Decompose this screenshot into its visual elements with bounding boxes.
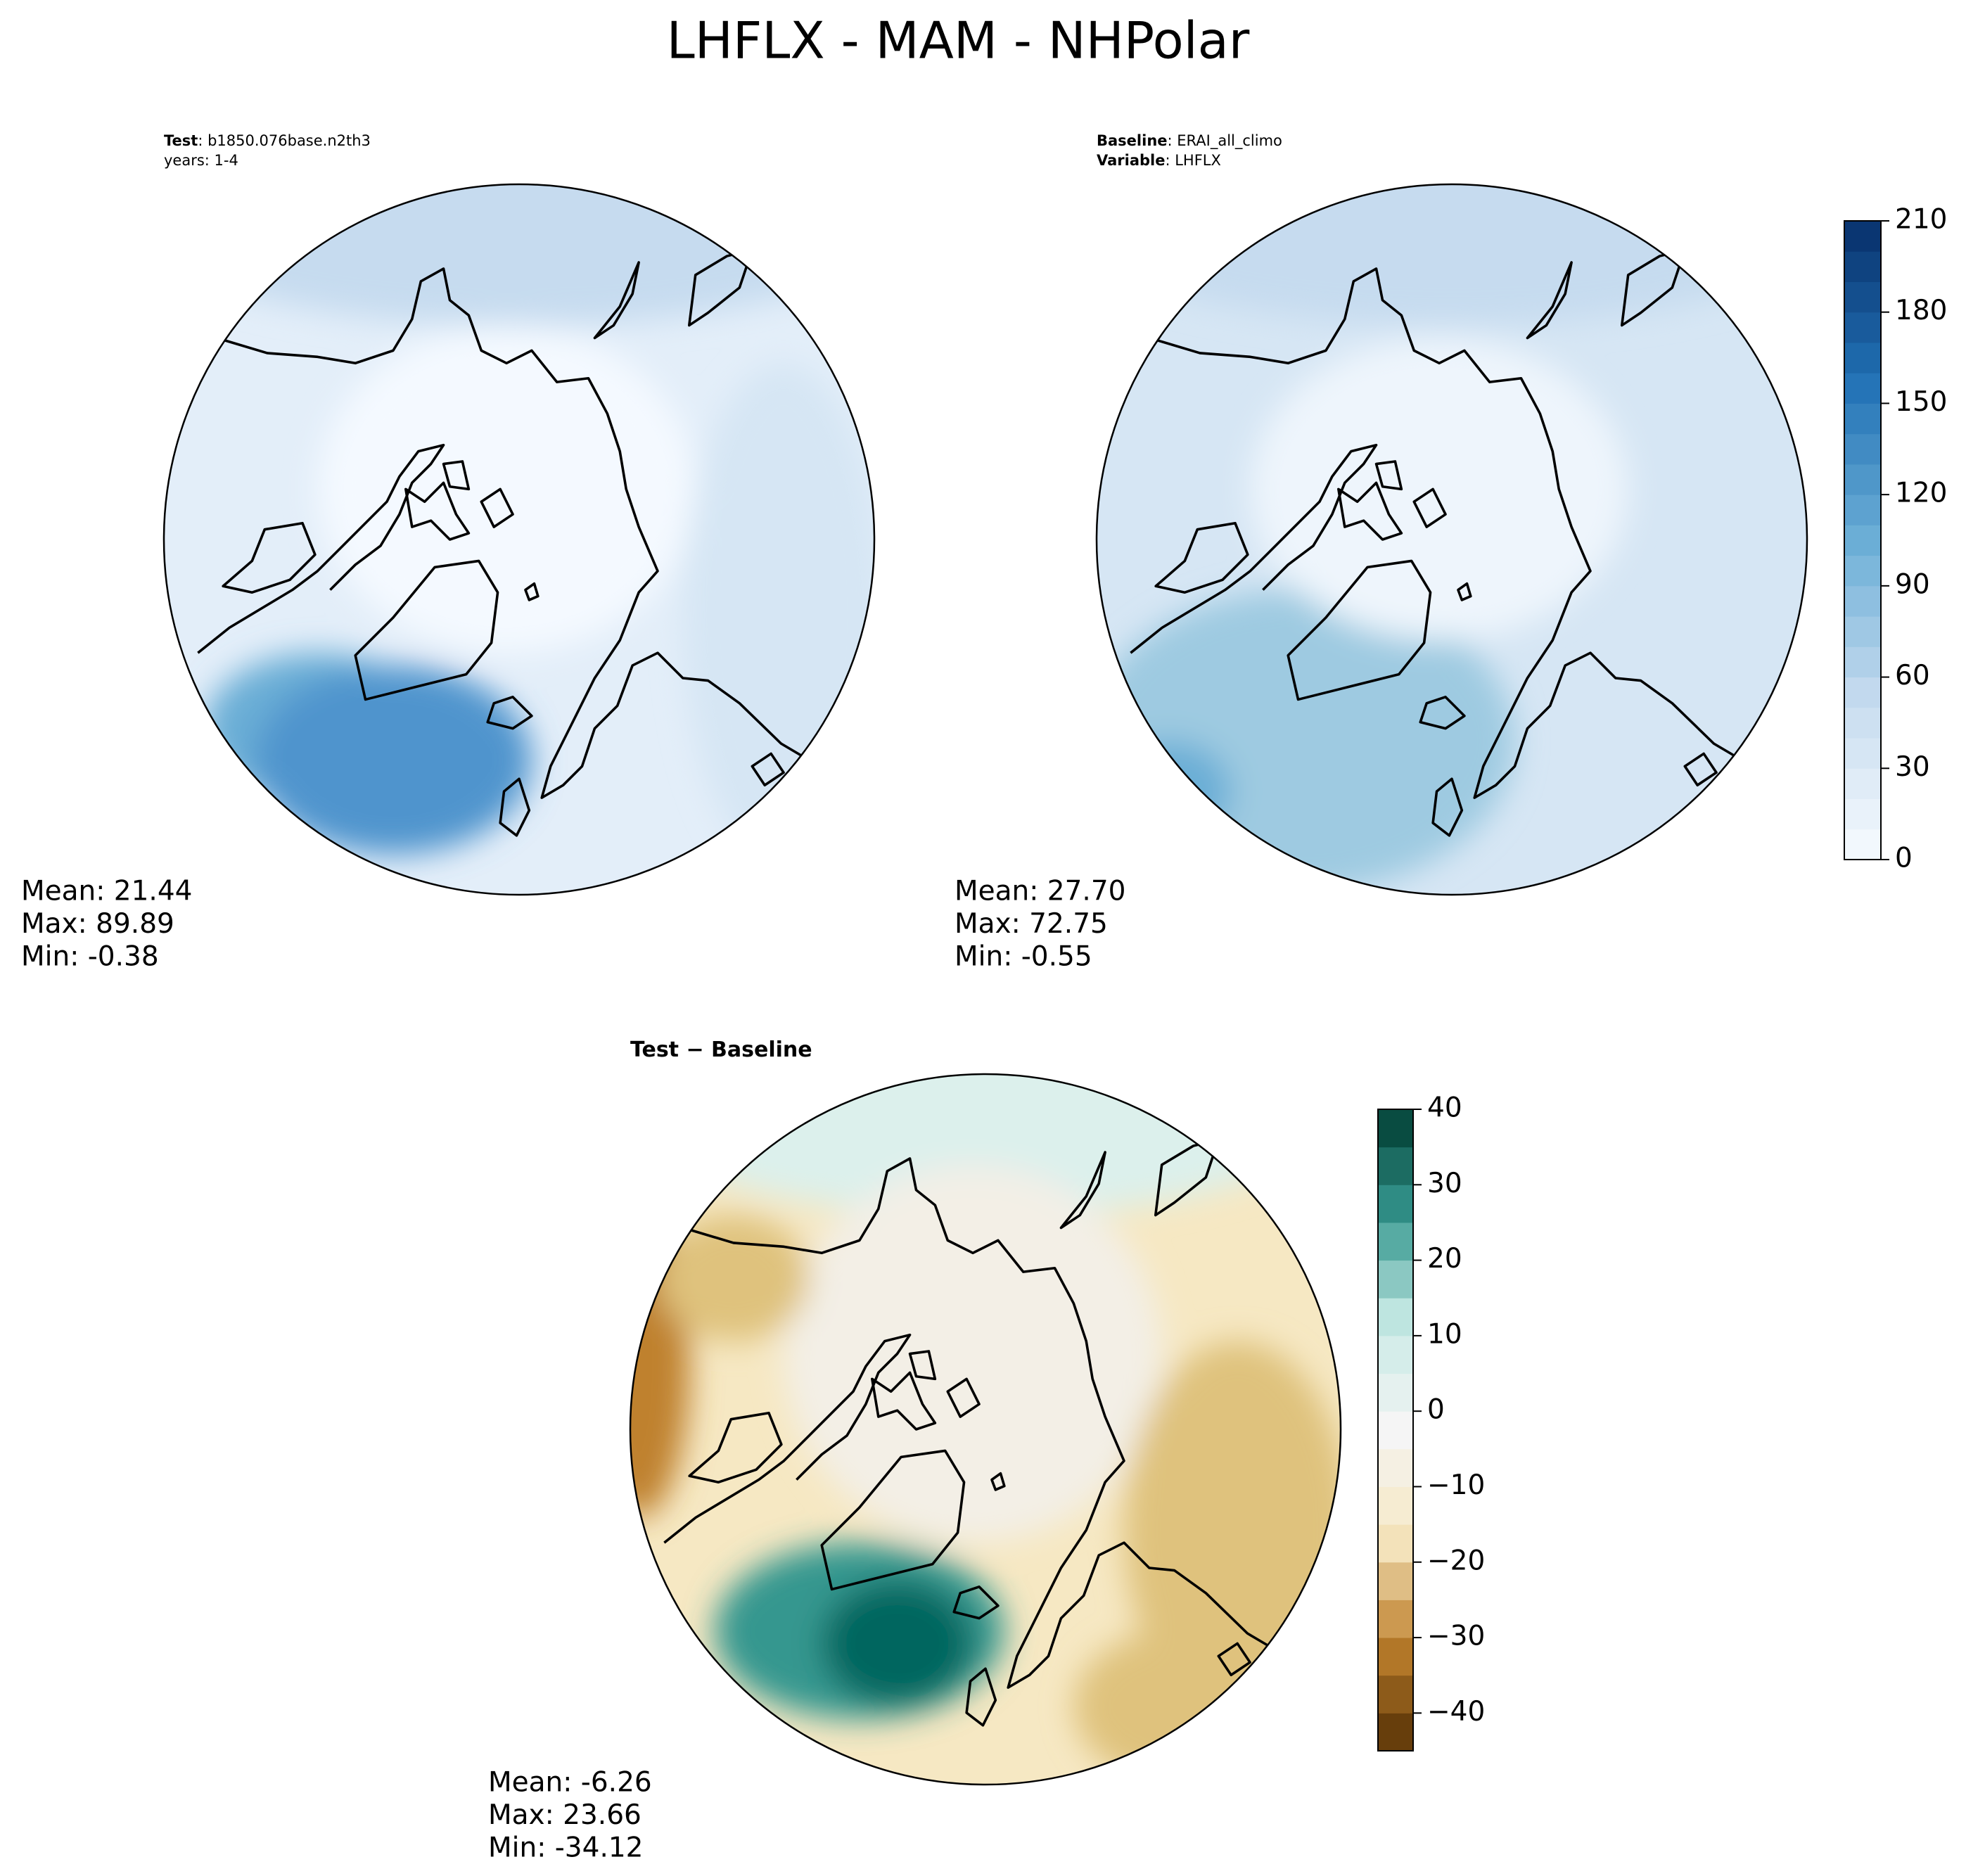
colorbar-band — [1844, 373, 1881, 404]
colorbar-tick-label: −20 — [1427, 1545, 1485, 1576]
colorbar-band — [1378, 1373, 1413, 1412]
colorbar-band — [1844, 555, 1881, 587]
stat-line: Max: 89.89 — [21, 908, 174, 940]
colorbar-band — [1378, 1109, 1413, 1148]
colorbar-band — [1378, 1147, 1413, 1185]
stat-line: Min: -34.12 — [488, 1832, 643, 1864]
colorbar-band — [1378, 1448, 1413, 1487]
field-patch — [254, 665, 532, 855]
header-label: Test − Baseline — [630, 1038, 812, 1062]
colorbar-band — [1844, 738, 1881, 769]
colorbar-band — [1844, 616, 1881, 647]
colorbar-band — [1844, 342, 1881, 374]
colorbar-tick-label: 10 — [1427, 1318, 1462, 1350]
stat-line: Mean: 21.44 — [21, 876, 192, 907]
colorbar-band — [1378, 1562, 1413, 1600]
colorbar-band — [1844, 221, 1881, 252]
field-patch — [658, 1215, 810, 1341]
map — [1097, 184, 1807, 895]
header-text: : ERAI_all_climo — [1168, 132, 1282, 150]
colorbar-band — [1844, 464, 1881, 495]
colorbar-band — [1844, 798, 1881, 830]
header-text: : LHFLX — [1165, 152, 1220, 169]
stat-line: Max: 23.66 — [488, 1799, 641, 1831]
colorbar-tick-label: 20 — [1427, 1243, 1462, 1275]
colorbar-tick-label: 60 — [1895, 660, 1930, 691]
panel-header: Baseline: ERAI_all_climo — [1097, 132, 1282, 150]
figure-title: LHFLX - MAM - NHPolar — [667, 11, 1250, 70]
field-patch — [1250, 338, 1628, 641]
colorbar-frame — [1844, 220, 1882, 860]
stat-line: Mean: 27.70 — [955, 876, 1125, 907]
field-patch — [1097, 184, 1807, 326]
colorbar-band — [1844, 646, 1881, 678]
colorbar-band — [1378, 1222, 1413, 1261]
field-patch — [164, 184, 874, 326]
field-patch — [682, 363, 874, 867]
colorbar-band — [1844, 677, 1881, 708]
colorbar-band — [1844, 525, 1881, 556]
colorbar-band — [1378, 1185, 1413, 1223]
colorbar-tick-label: 90 — [1895, 568, 1930, 600]
colorbar-band — [1844, 251, 1881, 282]
colorbar-tick-label: 0 — [1427, 1394, 1445, 1426]
colorbar-tick-label: −40 — [1427, 1696, 1485, 1728]
colorbar-band — [1378, 1411, 1413, 1450]
stat-line: Min: -0.55 — [955, 941, 1092, 973]
colorbar-band — [1844, 829, 1881, 860]
colorbar-tick-label: 180 — [1895, 295, 1947, 326]
field-patch — [1105, 741, 1232, 842]
colorbar-band — [1378, 1298, 1413, 1336]
colorbar-tick-label: 40 — [1427, 1092, 1462, 1124]
colorbar-tick-label: 210 — [1895, 204, 1947, 236]
panel-header: Variable: LHFLX — [1097, 152, 1221, 169]
colorbar-band — [1844, 433, 1881, 465]
colorbar-band — [1844, 768, 1881, 800]
colorbar-band — [1378, 1638, 1413, 1676]
colorbar-tick-label: 150 — [1895, 386, 1947, 418]
colorbar-frame — [1377, 1109, 1414, 1751]
panel-header: Test: b1850.076base.n2th3 — [164, 132, 371, 149]
colorbar-band — [1378, 1335, 1413, 1374]
colorbar-band — [1378, 1260, 1413, 1298]
field-patch — [784, 1164, 1162, 1543]
header-text: years: 1-4 — [164, 152, 238, 169]
map-boundary — [162, 183, 876, 896]
header-text: : b1850.076base.n2th3 — [198, 132, 371, 149]
colorbar-tick-label: −30 — [1427, 1621, 1485, 1652]
colorbar-band — [1378, 1486, 1413, 1525]
header-label: Test — [164, 132, 198, 149]
panel-header: years: 1-4 — [164, 152, 238, 169]
colorbar-band — [1844, 707, 1881, 739]
panel-header: Test − Baseline — [630, 1038, 812, 1062]
map-field — [164, 184, 874, 867]
colorbar-band — [1378, 1713, 1413, 1751]
colorbar-band — [1844, 494, 1881, 525]
colorbar-tick-label: 0 — [1895, 843, 1913, 874]
stat-line: Min: -0.38 — [21, 941, 159, 973]
colorbar-tick-label: −10 — [1427, 1469, 1485, 1501]
stat-line: Max: 72.75 — [955, 908, 1108, 940]
header-label: Variable — [1097, 152, 1165, 169]
colorbar-band — [1844, 312, 1881, 343]
colorbar-tick-label: 120 — [1895, 478, 1947, 509]
colorbar-band — [1378, 1600, 1413, 1638]
colorbar-band — [1844, 585, 1881, 617]
header-label: Baseline — [1097, 132, 1168, 149]
colorbar-band — [1378, 1524, 1413, 1563]
colorbar-band — [1844, 281, 1881, 313]
colorbar-band — [1378, 1675, 1413, 1714]
stat-line: Mean: -6.26 — [488, 1767, 652, 1799]
colorbar-tick-label: 30 — [1427, 1168, 1462, 1199]
colorbar-tick-label: 30 — [1895, 751, 1930, 783]
map — [630, 1074, 1341, 1785]
field-patch — [317, 325, 696, 653]
map — [164, 184, 874, 895]
field-patch — [822, 1580, 974, 1706]
map-boundary — [1095, 183, 1808, 896]
map-boundary — [629, 1073, 1342, 1786]
colorbar-band — [1844, 403, 1881, 435]
